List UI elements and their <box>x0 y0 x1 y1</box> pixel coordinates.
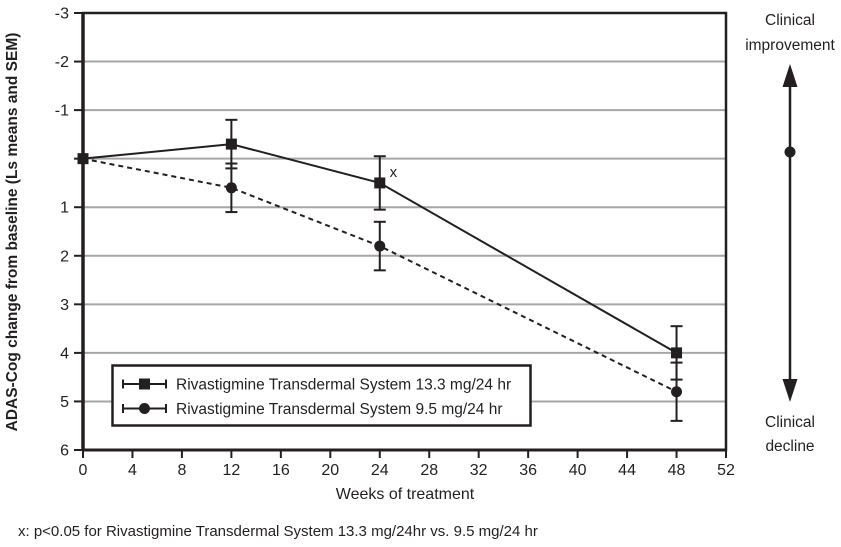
y-axis-tick-label: 3 <box>60 297 69 314</box>
x-axis-tick-label: 36 <box>519 462 537 479</box>
x-axis-tick-label: 24 <box>371 462 389 479</box>
legend-item-9-5mg: Rivastigmine Transdermal System 9.5 mg/2… <box>122 401 502 418</box>
data-point-square-marker <box>77 153 89 165</box>
clinical-improvement-label-line2: improvement <box>745 37 835 54</box>
x-axis-title: Weeks of treatment <box>336 486 475 503</box>
x-axis-tick-label: 20 <box>321 462 339 479</box>
x-axis-tick-label: 48 <box>668 462 686 479</box>
series-line-circle <box>82 157 677 393</box>
footnote: x: p<0.05 for Rivastigmine Transdermal S… <box>18 523 538 540</box>
x-axis-tick-label: 32 <box>470 462 488 479</box>
y-axis-tick-label: -2 <box>55 54 69 71</box>
x-axis-tick-label: 44 <box>618 462 636 479</box>
clinical-decline-label-line1: Clinical <box>765 414 815 431</box>
y-axis-tick-label: -3 <box>55 6 69 23</box>
legend-label-9-5mg: Rivastigmine Transdermal System 9.5 mg/2… <box>176 401 502 418</box>
clinical-decline-label-line2: decline <box>765 438 814 455</box>
legend: Rivastigmine Transdermal System 13.3 mg/… <box>111 364 532 427</box>
circle-marker-icon <box>139 403 150 414</box>
y-axis-tick-label: 5 <box>60 394 69 411</box>
significance-marker: x <box>390 164 398 181</box>
baseline-dot-icon <box>784 146 796 158</box>
data-point-circle-marker <box>671 386 683 398</box>
x-axis-tick-label: 28 <box>420 462 438 479</box>
legend-item-13-3mg: Rivastigmine Transdermal System 13.3 mg/… <box>122 377 511 394</box>
y-axis-tick-label: 4 <box>60 345 69 362</box>
series-layer: x <box>77 118 683 422</box>
gridlines-layer <box>83 60 726 403</box>
data-point-circle-marker <box>374 240 386 252</box>
arrow-down-icon <box>782 379 798 402</box>
clinical-scale-annotation: Clinical improvement Clinical decline <box>745 12 835 455</box>
data-point-circle-marker <box>225 182 237 194</box>
y-axis-title: ADAS-Cog change from baseline (Ls means … <box>4 33 21 432</box>
arrow-up-icon <box>782 64 798 87</box>
legend-box <box>111 364 532 427</box>
legend-label-13-3mg: Rivastigmine Transdermal System 13.3 mg/… <box>176 377 511 394</box>
x-axis-tick-label: 52 <box>717 462 735 479</box>
x-axis-tick-label: 0 <box>79 462 88 479</box>
data-point-square-marker <box>225 138 237 150</box>
square-marker-icon <box>139 378 150 390</box>
x-axis-tick-label: 4 <box>128 462 137 479</box>
data-point-square-marker <box>671 347 683 359</box>
y-axis-tick-label: -1 <box>55 103 69 120</box>
x-axis-tick-label: 12 <box>222 462 240 479</box>
y-axis-tick-label: 6 <box>60 443 69 460</box>
y-axis-tick-label: 1 <box>60 200 69 217</box>
data-point-square-marker <box>374 177 386 189</box>
clinical-improvement-label-line1: Clinical <box>765 12 815 29</box>
x-axis-tick-label: 16 <box>272 462 290 479</box>
series-line-square <box>82 143 678 354</box>
x-axis-tick-label: 8 <box>177 462 186 479</box>
x-axis-tick-label: 40 <box>569 462 587 479</box>
y-axis-tick-label: 2 <box>60 248 69 265</box>
